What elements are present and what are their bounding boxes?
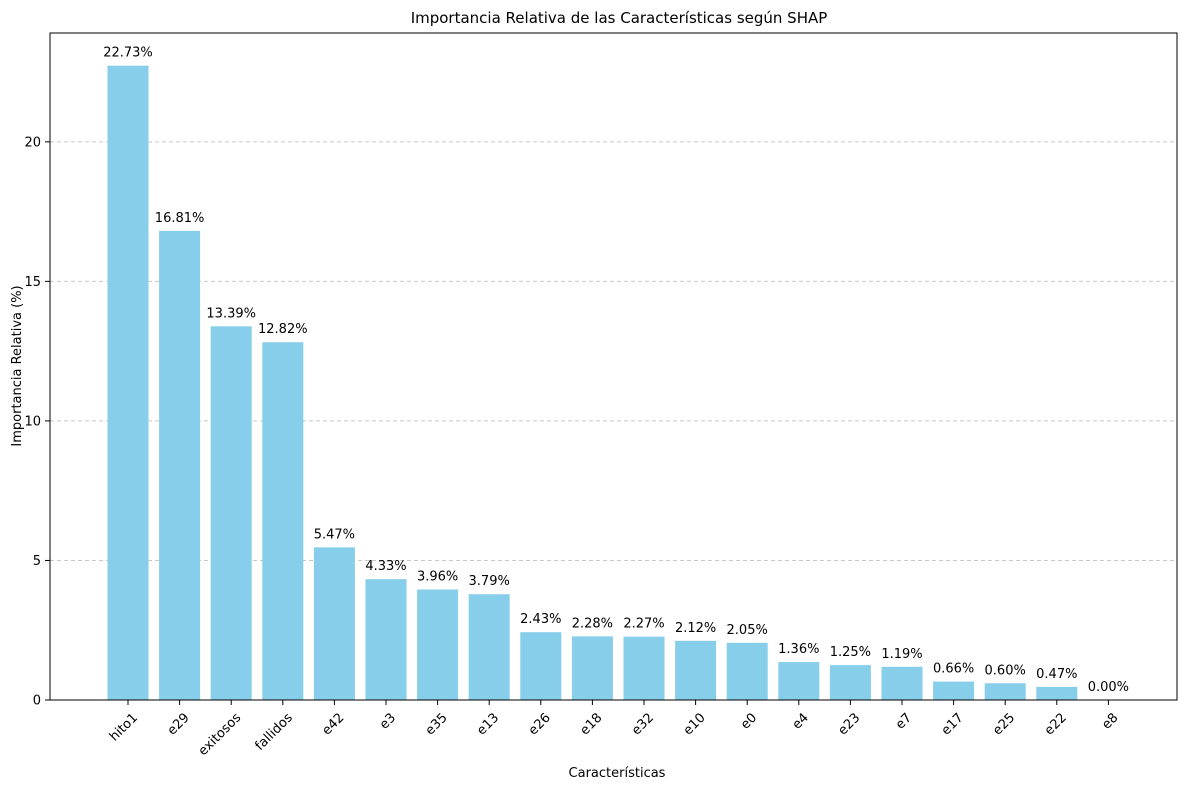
x-tick-label-e35: e35 <box>423 710 451 738</box>
bar-e13 <box>468 594 510 700</box>
x-tick-label-e10: e10 <box>681 710 709 738</box>
x-tick-label-fallidos: fallidos <box>252 710 296 754</box>
x-tick-label-e7: e7 <box>893 710 915 732</box>
x-axis-label: Características <box>569 766 666 781</box>
bar-e22 <box>1036 686 1078 700</box>
bar-fallidos <box>262 342 304 700</box>
y-tick-label: 10 <box>24 414 41 429</box>
data-label-e3: 4.33% <box>365 559 406 574</box>
data-label-e42: 5.47% <box>314 527 355 542</box>
data-label-e32: 2.27% <box>623 617 664 632</box>
bar-e25 <box>984 683 1026 700</box>
bar-e17 <box>933 681 975 700</box>
x-tick-label-e25: e25 <box>990 710 1018 738</box>
data-label-e0: 2.05% <box>727 623 768 638</box>
grid-lines <box>50 141 1177 561</box>
plot-frame <box>49 32 1178 701</box>
y-tick-label: 20 <box>24 135 41 150</box>
data-label-e29: 16.81% <box>155 211 205 226</box>
chart-title: Importancia Relativa de las Característi… <box>411 9 828 27</box>
y-tick-label: 0 <box>33 694 41 709</box>
bar-e29 <box>159 230 201 700</box>
data-label-e22: 0.47% <box>1036 667 1077 682</box>
data-label-e10: 2.12% <box>675 621 716 636</box>
bar-e10 <box>675 640 717 700</box>
x-tick-label-e26: e26 <box>526 710 554 738</box>
bar-e42 <box>313 547 355 700</box>
x-tick-label-hito1: hito1 <box>107 710 141 744</box>
x-tick-label-e8: e8 <box>1099 710 1121 732</box>
y-axis-label: Importancia Relativa (%) <box>10 285 25 446</box>
y-axis-ticks: 0 5 10 15 20 <box>24 135 50 709</box>
bar-hito1 <box>107 65 149 701</box>
x-tick-label-e23: e23 <box>835 710 863 738</box>
data-label-e26: 2.43% <box>520 612 561 627</box>
x-tick-label-e18: e18 <box>577 710 605 738</box>
data-label-e35: 3.96% <box>417 569 458 584</box>
bar-e4 <box>778 662 820 700</box>
x-tick-label-e22: e22 <box>1042 710 1070 738</box>
data-label-e18: 2.28% <box>572 616 613 631</box>
data-label-e8: 0.00% <box>1088 680 1129 695</box>
bars <box>107 65 1078 701</box>
x-tick-label-e32: e32 <box>629 710 657 738</box>
y-tick-label: 5 <box>33 554 41 569</box>
bar-e23 <box>829 665 871 700</box>
x-tick-label-e13: e13 <box>474 710 502 738</box>
bar-e18 <box>571 636 613 700</box>
data-label-e25: 0.60% <box>985 663 1026 678</box>
y-tick-label: 15 <box>24 275 41 290</box>
data-label-e7: 1.19% <box>881 647 922 662</box>
x-tick-label-e29: e29 <box>165 710 193 738</box>
bar-e7 <box>881 666 923 700</box>
bar-e35 <box>417 589 459 700</box>
bar-exitosos <box>210 326 252 700</box>
x-tick-label-exitosos: exitosos <box>196 710 245 759</box>
data-label-hito1: 22.73% <box>103 46 153 61</box>
bar-e3 <box>365 579 407 700</box>
x-tick-label-e0: e0 <box>738 710 760 732</box>
data-label-e13: 3.79% <box>469 574 510 589</box>
data-labels: 22.73% 16.81% 13.39%12.82% 5.47% 4.33% 3.96% 3… <box>103 46 1129 695</box>
data-label-fallidos: 12.82% <box>258 322 308 337</box>
bar-e0 <box>726 642 768 700</box>
bar-e32 <box>623 636 665 700</box>
x-axis-ticks: hito1 e29 exitosos fallidos e42 e3 e35 e13 e26 e1… <box>107 700 1121 759</box>
bar-e26 <box>520 632 562 700</box>
data-label-e17: 0.66% <box>933 662 974 677</box>
x-tick-label-e4: e4 <box>790 710 812 732</box>
data-label-exitosos: 13.39% <box>206 306 256 321</box>
data-label-e4: 1.36% <box>778 642 819 657</box>
data-label-e23: 1.25% <box>830 645 871 660</box>
x-tick-label-e42: e42 <box>319 710 347 738</box>
x-tick-label-e17: e17 <box>939 710 967 738</box>
x-tick-label-e3: e3 <box>377 710 399 732</box>
